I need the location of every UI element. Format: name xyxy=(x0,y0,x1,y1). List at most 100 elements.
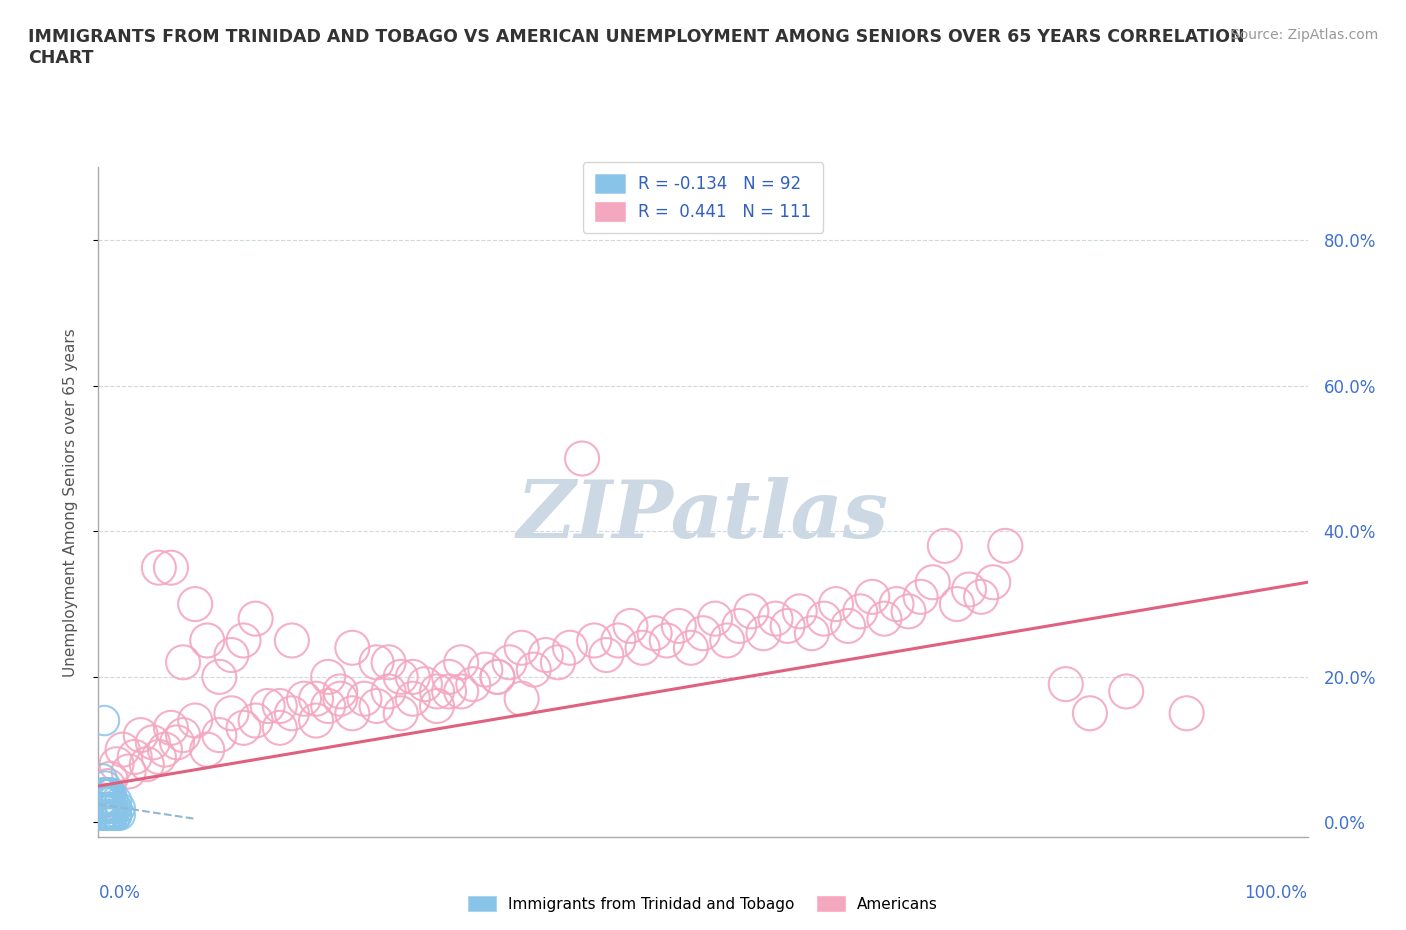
Point xyxy=(377,684,399,698)
Point xyxy=(93,793,115,808)
Point xyxy=(813,611,835,626)
Point xyxy=(728,618,751,633)
Point xyxy=(100,786,122,801)
Point xyxy=(97,808,120,823)
Point xyxy=(101,801,124,816)
Point xyxy=(105,757,128,772)
Point xyxy=(93,801,115,816)
Point xyxy=(100,801,122,816)
Point xyxy=(97,808,120,823)
Point xyxy=(97,793,120,808)
Point xyxy=(534,647,557,662)
Point xyxy=(97,808,120,823)
Point xyxy=(934,538,956,553)
Point xyxy=(1078,706,1101,721)
Point xyxy=(97,786,120,801)
Text: ZIPatlas: ZIPatlas xyxy=(517,477,889,554)
Point xyxy=(619,618,641,633)
Point xyxy=(184,713,207,728)
Point xyxy=(124,750,146,764)
Point xyxy=(281,633,304,648)
Point xyxy=(389,706,412,721)
Point xyxy=(91,801,114,816)
Point xyxy=(118,764,141,779)
Point xyxy=(160,560,183,575)
Point xyxy=(105,808,128,823)
Point xyxy=(101,808,124,823)
Point xyxy=(97,793,120,808)
Point xyxy=(93,793,115,808)
Point xyxy=(142,735,165,750)
Point xyxy=(100,786,122,801)
Point xyxy=(981,575,1004,590)
Point xyxy=(1115,684,1137,698)
Point xyxy=(100,786,122,801)
Point xyxy=(97,808,120,823)
Text: IMMIGRANTS FROM TRINIDAD AND TOBAGO VS AMERICAN UNEMPLOYMENT AMONG SENIORS OVER : IMMIGRANTS FROM TRINIDAD AND TOBAGO VS A… xyxy=(28,28,1244,67)
Point xyxy=(195,633,218,648)
Point xyxy=(93,786,115,801)
Point xyxy=(208,727,231,742)
Point xyxy=(486,670,509,684)
Point xyxy=(97,793,120,808)
Point xyxy=(100,801,122,816)
Legend: R = -0.134   N = 92, R =  0.441   N = 111: R = -0.134 N = 92, R = 0.441 N = 111 xyxy=(583,163,823,232)
Point xyxy=(946,597,969,612)
Point xyxy=(269,721,291,736)
Point xyxy=(91,808,114,823)
Text: 0.0%: 0.0% xyxy=(98,884,141,902)
Point xyxy=(184,597,207,612)
Point xyxy=(402,691,425,706)
Point xyxy=(93,786,115,801)
Point xyxy=(100,771,122,786)
Point xyxy=(100,786,122,801)
Point xyxy=(93,801,115,816)
Point xyxy=(91,801,114,816)
Point xyxy=(402,670,425,684)
Point xyxy=(160,721,183,736)
Point xyxy=(91,771,114,786)
Point xyxy=(91,793,114,808)
Point xyxy=(148,560,170,575)
Point xyxy=(101,808,124,823)
Point xyxy=(825,597,848,612)
Point xyxy=(101,808,124,823)
Point xyxy=(970,590,993,604)
Point xyxy=(129,727,152,742)
Point xyxy=(366,698,388,713)
Point xyxy=(498,655,520,670)
Point xyxy=(93,808,115,823)
Point xyxy=(105,808,128,823)
Point xyxy=(571,451,593,466)
Point xyxy=(97,808,120,823)
Point xyxy=(93,793,115,808)
Point xyxy=(486,670,509,684)
Point xyxy=(437,684,460,698)
Point xyxy=(547,655,569,670)
Point xyxy=(800,626,823,641)
Point xyxy=(97,801,120,816)
Point xyxy=(108,801,131,816)
Point xyxy=(342,641,364,656)
Point xyxy=(105,808,128,823)
Point xyxy=(91,801,114,816)
Point xyxy=(655,633,678,648)
Point xyxy=(221,647,243,662)
Legend: Immigrants from Trinidad and Tobago, Americans: Immigrants from Trinidad and Tobago, Ame… xyxy=(463,889,943,918)
Point xyxy=(752,626,775,641)
Point xyxy=(111,742,134,757)
Point xyxy=(329,691,352,706)
Point xyxy=(91,786,114,801)
Point xyxy=(93,793,115,808)
Point xyxy=(100,801,122,816)
Point xyxy=(100,786,122,801)
Point xyxy=(595,647,617,662)
Point xyxy=(100,793,122,808)
Point xyxy=(100,801,122,816)
Point xyxy=(704,611,727,626)
Point xyxy=(740,604,762,618)
Point xyxy=(510,691,533,706)
Point xyxy=(957,582,980,597)
Point xyxy=(135,757,157,772)
Point xyxy=(873,611,896,626)
